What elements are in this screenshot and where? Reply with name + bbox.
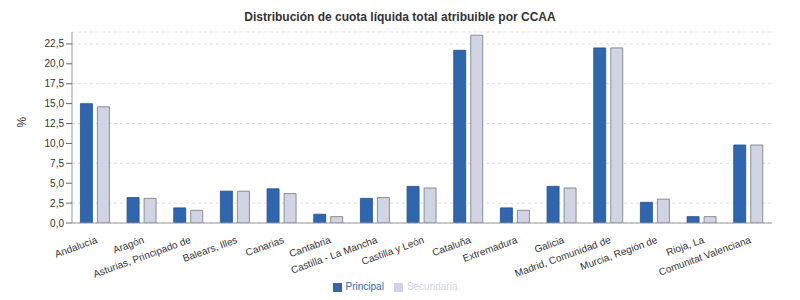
- html-text:Principal: Principal: [345, 281, 384, 292]
- svg-text:Andalucía: Andalucía: [53, 234, 99, 260]
- svg-text:Madrid, Comunidad de: Madrid, Comunidad de: [513, 234, 613, 279]
- svg-text:Cantabria: Cantabria: [287, 234, 333, 260]
- svg-text:Extremadura: Extremadura: [461, 234, 519, 264]
- svg-text:17,5: 17,5: [45, 78, 65, 89]
- svg-text:Cataluña: Cataluña: [430, 234, 473, 259]
- svg-text:%: %: [15, 117, 29, 128]
- svg-text:Canarias: Canarias: [244, 234, 285, 258]
- svg-text:Murcia, Región de: Murcia, Región de: [579, 234, 659, 272]
- html-text:Distribución de cuota líquida: Distribución de cuota líquida total atri…: [244, 10, 556, 24]
- svg-text:22,5: 22,5: [45, 38, 65, 49]
- svg-text:Asturias, Principado de: Asturias, Principado de: [92, 234, 193, 280]
- svg-text:7,5: 7,5: [50, 158, 64, 169]
- svg-text:15,0: 15,0: [45, 98, 65, 109]
- svg-text:Comunitat Valenciana: Comunitat Valenciana: [657, 234, 752, 278]
- svg-text:Galicia: Galicia: [532, 234, 566, 255]
- svg-text:10,0: 10,0: [45, 138, 65, 149]
- svg-text:5,0: 5,0: [50, 178, 64, 189]
- svg-text:12,5: 12,5: [45, 118, 65, 129]
- svg-text:0,0: 0,0: [50, 218, 64, 229]
- html-text:Secundaria: Secundaria: [406, 281, 458, 292]
- svg-text:Balears, Illes: Balears, Illes: [181, 234, 239, 264]
- svg-text:Rioja, La: Rioja, La: [664, 234, 706, 258]
- svg-text:Castilla y León: Castilla y León: [360, 234, 425, 267]
- svg-text:20,0: 20,0: [45, 58, 65, 69]
- svg-text:Aragón: Aragón: [111, 234, 146, 256]
- svg-text:Castilla - La Mancha: Castilla - La Mancha: [289, 234, 379, 276]
- svg-text:2,5: 2,5: [50, 198, 64, 209]
